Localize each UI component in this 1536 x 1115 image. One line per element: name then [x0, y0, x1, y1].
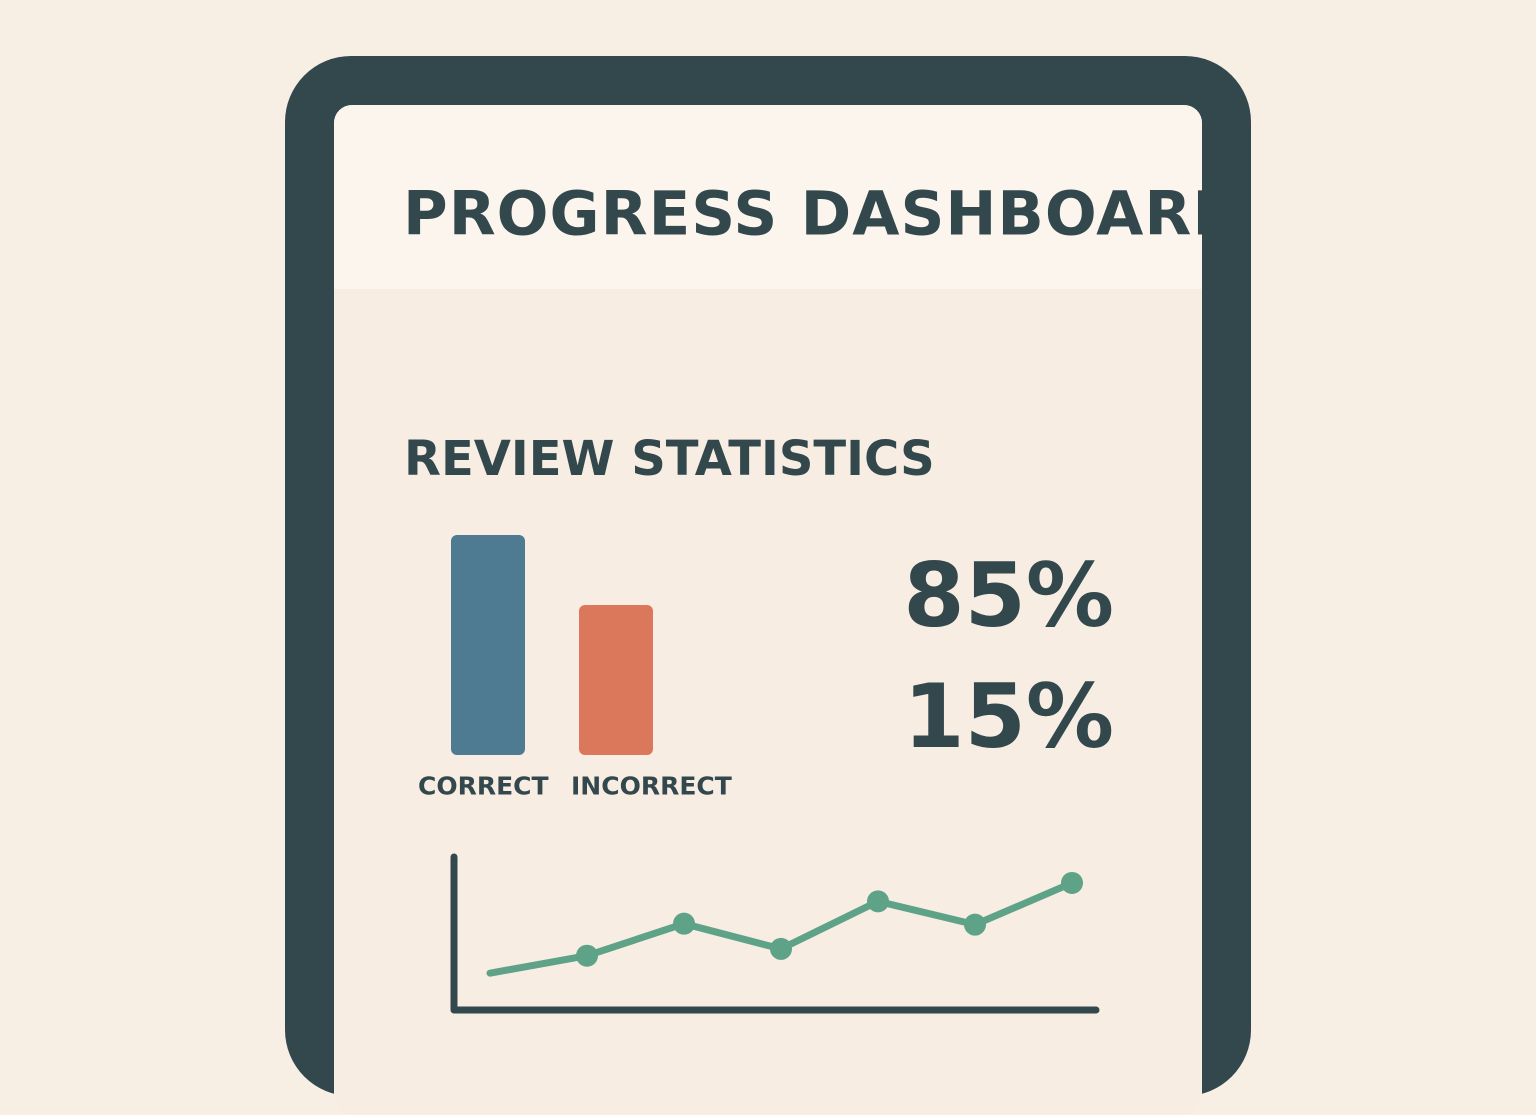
section-title: REVIEW STATISTICS	[404, 431, 935, 487]
chart-axes	[450, 853, 1100, 1014]
trend-point	[673, 912, 695, 935]
review-statistics-panel: REVIEW STATISTICS CORRECT INCORRECT 85% …	[334, 289, 1202, 1115]
trend-point	[770, 937, 792, 960]
dashboard-screen: PROGRESS DASHBOARD REVIEW STATISTICS COR…	[334, 105, 1202, 1115]
trend-point	[576, 944, 598, 967]
page-title: PROGRESS DASHBOARD	[403, 178, 1202, 250]
trend-line-chart	[450, 853, 1100, 1014]
correct-percentage: 85%	[903, 544, 1114, 647]
trend-point	[964, 913, 986, 936]
bar-label-incorrect: INCORRECT	[571, 771, 732, 801]
bar-label-correct: CORRECT	[418, 771, 549, 801]
dashboard-header: PROGRESS DASHBOARD	[334, 105, 1202, 289]
bar-incorrect	[579, 605, 653, 755]
trend-point	[867, 890, 889, 913]
device-frame: PROGRESS DASHBOARD REVIEW STATISTICS COR…	[285, 56, 1251, 1115]
trend-point	[1061, 871, 1083, 894]
bar-correct	[451, 535, 525, 755]
incorrect-percentage: 15%	[903, 665, 1114, 768]
